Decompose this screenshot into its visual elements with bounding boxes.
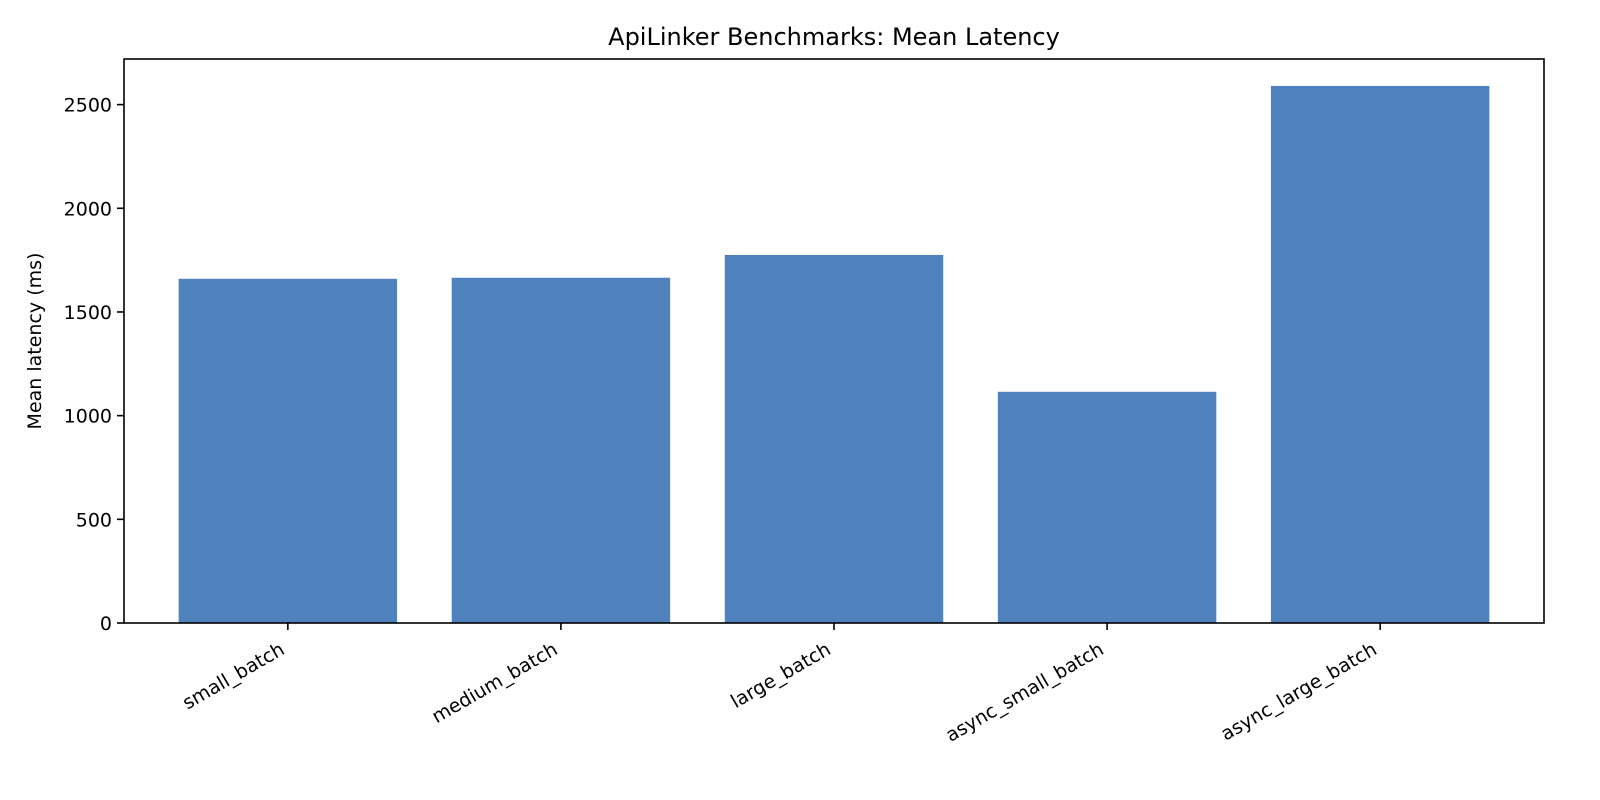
y-tick-label: 1000 (64, 406, 112, 428)
y-tick-label: 1500 (64, 302, 112, 324)
y-axis-label: Mean latency (ms) (24, 253, 46, 430)
y-axis-ticks: 0 500 1000 1500 2000 2500 (64, 95, 124, 635)
bars-layer (178, 85, 1490, 623)
y-tick-label: 500 (76, 509, 112, 531)
bar-small-batch (178, 278, 398, 623)
bar-async-large-batch (1270, 85, 1490, 623)
bar-large-batch (724, 254, 944, 623)
y-tick-label: 0 (100, 613, 112, 635)
y-tick-label: 2500 (64, 95, 112, 117)
bar-async-small-batch (997, 391, 1217, 623)
bar-medium-batch (451, 277, 671, 623)
plot-frame (123, 58, 1545, 624)
y-tick-label: 2000 (64, 198, 112, 220)
chart-title: ApiLinker Benchmarks: Mean Latency (608, 23, 1060, 51)
